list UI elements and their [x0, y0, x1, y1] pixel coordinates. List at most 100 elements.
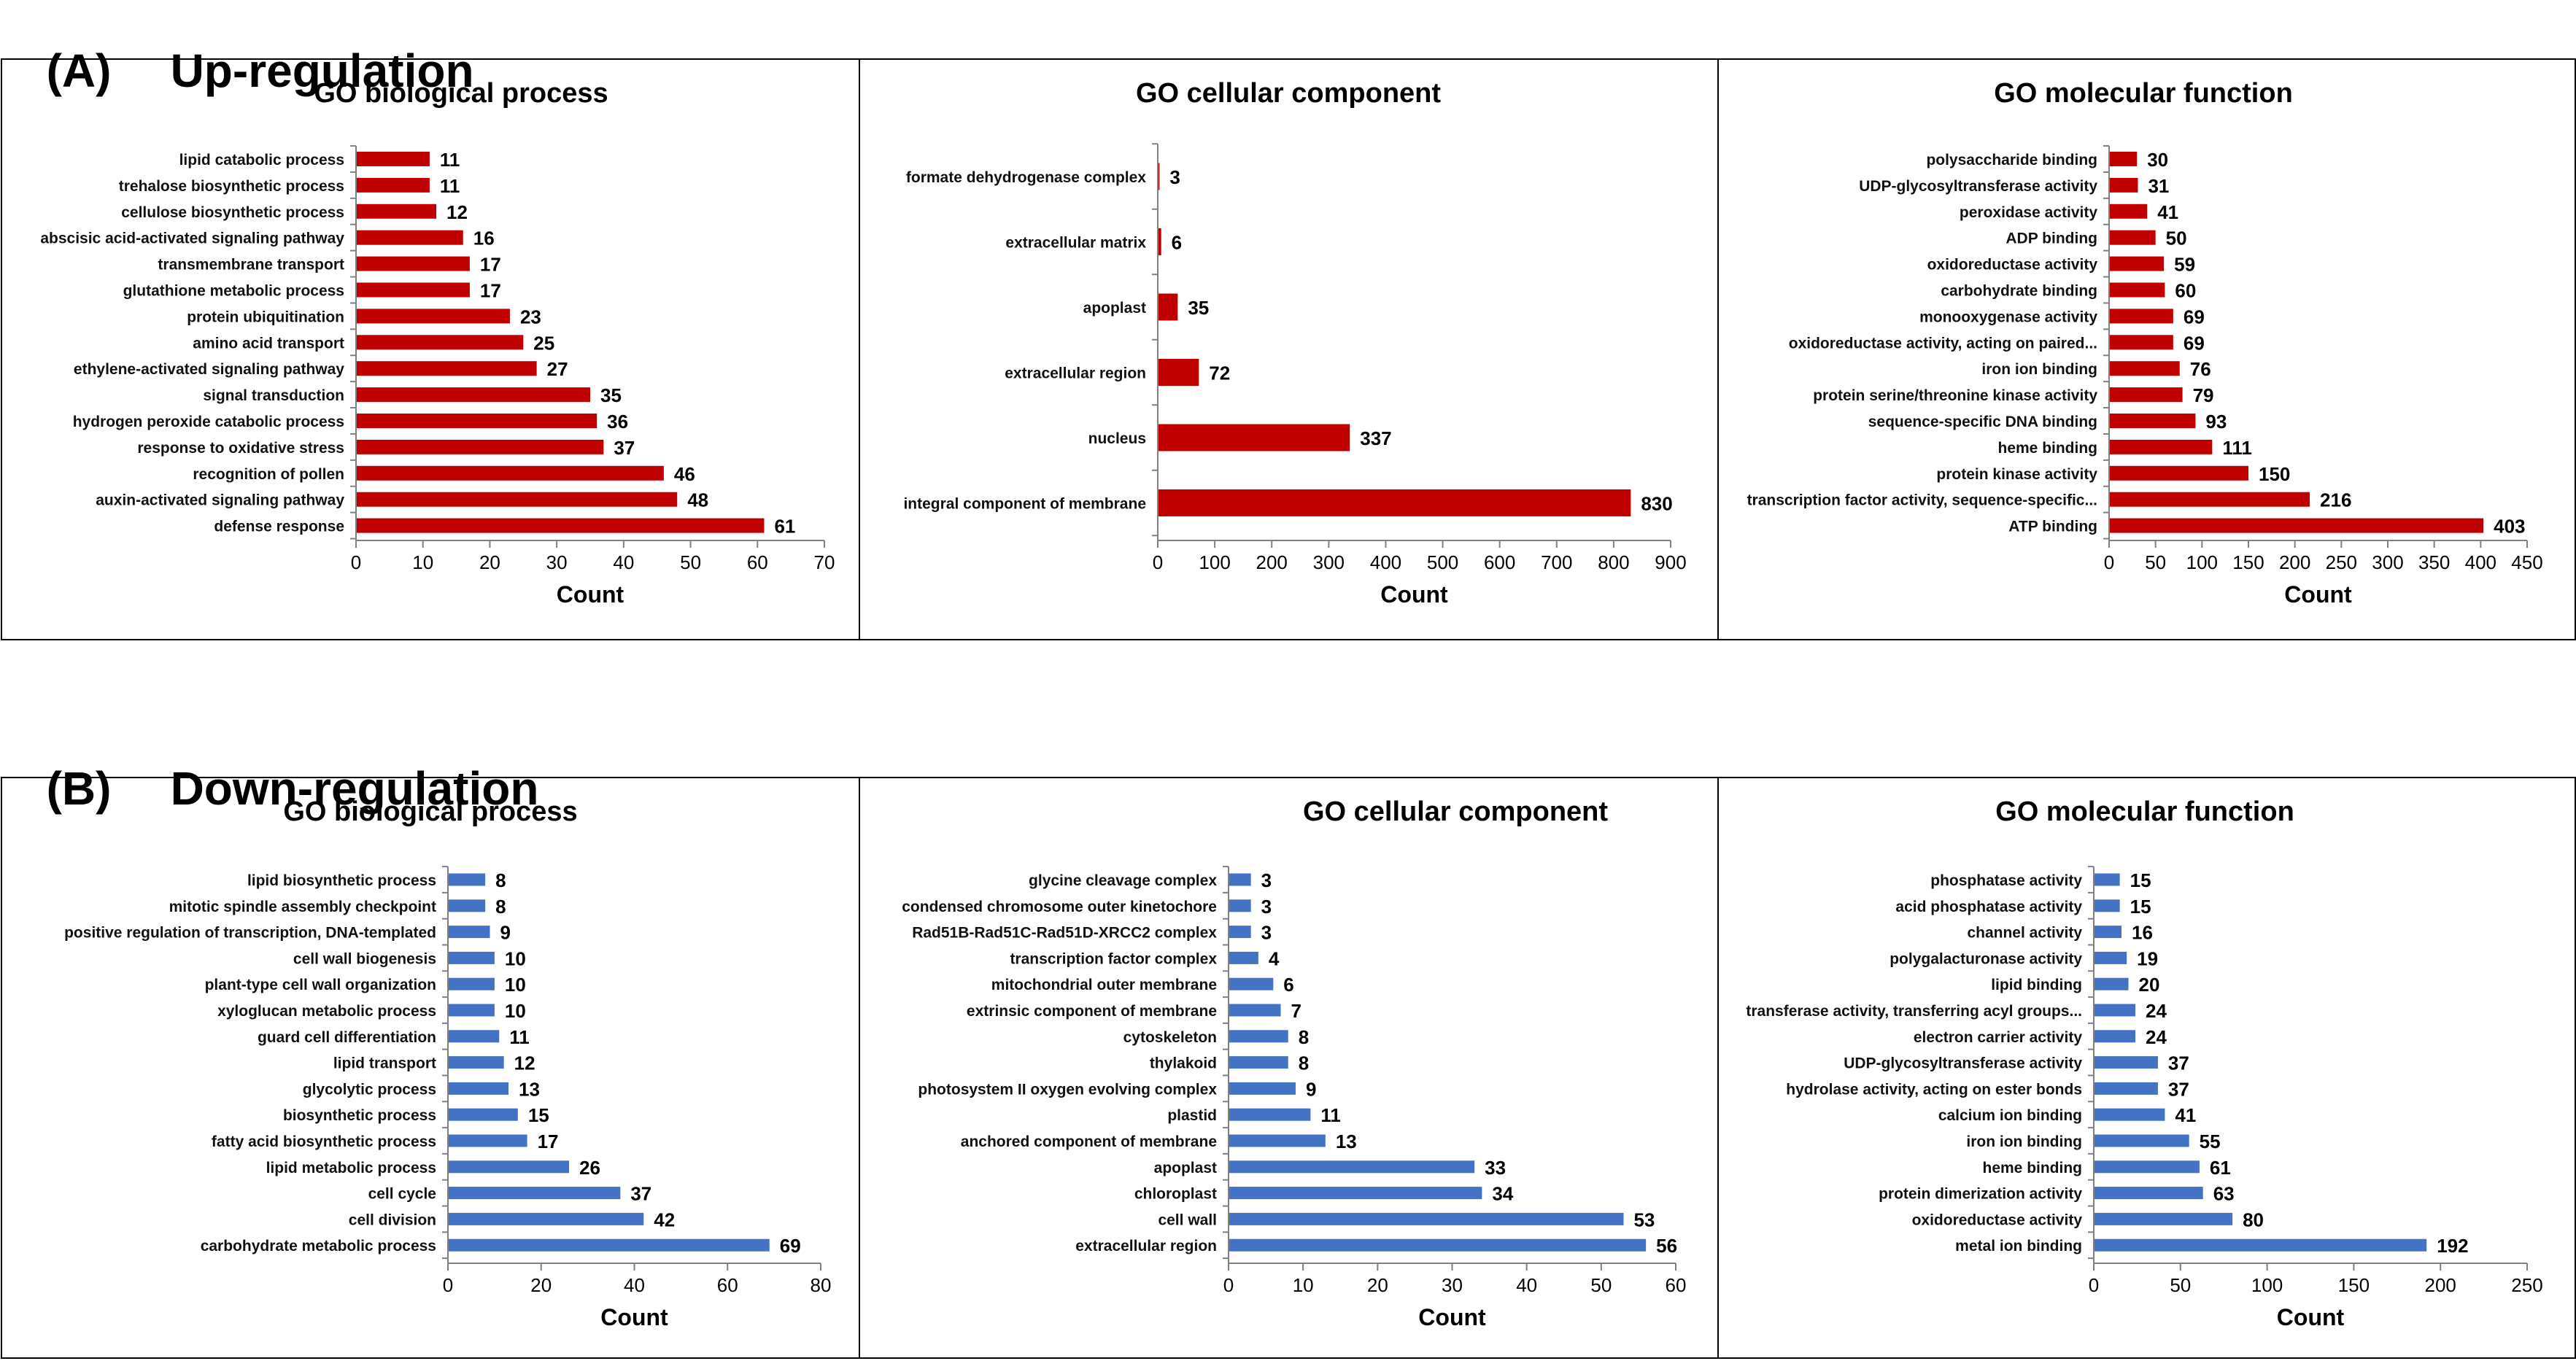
row1-panel2-value-label: 80 [2243, 1209, 2264, 1230]
row0-panel2-category-label: carbohydrate binding [1941, 283, 2097, 300]
row0-panel0-bar-hydrogen-peroxide-catabolic-process [356, 414, 597, 428]
row1-panel0-value-label: 26 [579, 1157, 600, 1179]
row0-panel0-category-label: trehalose biosynthetic process [119, 178, 344, 195]
row1-panel0-value-label: 8 [495, 869, 506, 891]
row0-panel2-category-label: iron ion binding [1981, 361, 2097, 378]
row1-panel0-value-label: 10 [505, 1000, 526, 1022]
row1-panel2-bar-udp-glycosyltransferase-activity [2094, 1056, 2158, 1069]
row0-panel2-bar-adp-binding [2109, 230, 2156, 245]
row1-panel0-category-label: cell cycle [368, 1186, 436, 1203]
row0-panel2-value-label: 50 [2166, 228, 2187, 249]
row0-panel0-value-label: 61 [774, 516, 795, 538]
row1-panel2-category-label: lipid binding [1991, 977, 2082, 993]
row1-panel2-category-label: calcium ion binding [1938, 1107, 2082, 1124]
section-b-label: (B) [46, 762, 112, 815]
row0-panel1-bar-apoplast [1158, 293, 1178, 321]
row1-panel0-bar-cell-division [448, 1212, 644, 1225]
row1-panel2-bar-iron-ion-binding [2094, 1134, 2189, 1147]
row0-panel1-bar-extracellular-matrix [1158, 228, 1161, 255]
row1-panel0-bar-glycolytic-process [448, 1082, 509, 1095]
row0-panel0-value-label: 23 [520, 306, 541, 327]
row1-panel0-category-label: biosynthetic process [283, 1107, 436, 1124]
row1-panel0-category-label: guard cell differentiation [258, 1029, 436, 1046]
row1-panel0-bar-cell-wall-biogenesis [448, 951, 495, 964]
row1-panel1-category-label: extrinsic component of membrane [967, 1003, 1217, 1020]
row1-panel1-value-label: 53 [1633, 1209, 1655, 1230]
row1-panel0-value-label: 12 [514, 1052, 535, 1074]
row1-panel1-value-label: 13 [1336, 1131, 1357, 1152]
row1-panel0-bar-biosynthetic-process [448, 1108, 518, 1121]
row0-panel1-category-label: formate dehydrogenase complex [906, 169, 1146, 186]
row0-panel2-x-axis-label: Count [2284, 581, 2352, 608]
row1-panel1-category-label: cytoskeleton [1123, 1029, 1217, 1046]
row1-panel1-value-label: 7 [1291, 1000, 1301, 1022]
row0-panel2-x-tick-label: 50 [2145, 551, 2166, 573]
row1-panel2-value-label: 24 [2146, 1026, 2167, 1048]
row1-panel0-value-label: 69 [780, 1235, 801, 1257]
section-a-heading: Up-regulation [170, 44, 474, 97]
row1-panel0-category-label: xyloglucan metabolic process [217, 1003, 436, 1020]
row0-panel2-value-label: 31 [2148, 175, 2169, 197]
row1-panel0-bar-cell-cycle [448, 1187, 621, 1200]
row0-panel2-go-molecular-function: GO molecular function polysaccharide bind… [1717, 58, 2576, 640]
row0-panel0-category-label: ethylene-activated signaling pathway [74, 361, 344, 378]
row0-panel0-category-label: transmembrane transport [158, 257, 344, 274]
row1-panel1-x-tick-label: 20 [1367, 1274, 1388, 1296]
row1-panel0-go-biological-process: GO biological process lipid biosynthetic … [1, 777, 860, 1359]
row0-panel2-bar-oxidoreductase-activity [2109, 256, 2165, 271]
row1-panel2-value-label: 61 [2210, 1157, 2231, 1179]
section-b-title: (B) Down-regulation [20, 707, 539, 815]
row0-panel2-category-label: transcription factor activity, sequence-… [1747, 492, 2097, 509]
down-regulation-row: GO biological process lipid biosynthetic … [0, 777, 2576, 1360]
row0-panel0-x-tick-label: 0 [351, 551, 361, 573]
row1-panel1-bar-transcription-factor-complex [1229, 951, 1258, 964]
row0-panel0-category-label: abscisic acid-activated signaling pathwa… [40, 230, 344, 247]
row1-panel1-bar-extrinsic-component-of-membrane [1229, 1004, 1281, 1017]
section-a-title: (A) Up-regulation [20, 0, 474, 98]
row1-panel1-category-label: glycine cleavage complex [1029, 872, 1217, 889]
row1-panel1-value-label: 4 [1269, 947, 1280, 969]
row0-panel2-value-label: 59 [2174, 254, 2195, 276]
row1-panel2-bar-transferase-activity-transferring-acyl-groups [2094, 1004, 2136, 1017]
row0-panel1-bar-extracellular-region [1158, 359, 1199, 386]
row1-panel0-category-label: mitotic spindle assembly checkpoint [169, 899, 436, 915]
row1-panel0-category-label: plant-type cell wall organization [205, 977, 436, 993]
row0-panel1-bar-integral-component-of-membrane [1158, 489, 1631, 516]
row1-panel2-frame [1717, 777, 2576, 1359]
up-regulation-row: GO biological process lipid catabolic pro… [0, 58, 2576, 642]
row0-panel2-bar-atp-binding [2109, 518, 2484, 533]
row0-panel0-go-biological-process: GO biological process lipid catabolic pro… [1, 58, 860, 640]
row1-panel2-x-tick-label: 100 [2251, 1274, 2283, 1296]
row1-panel0-category-label: fatty acid biosynthetic process [212, 1133, 436, 1150]
row0-panel1-value-label: 72 [1209, 362, 1230, 384]
row0-panel1-value-label: 6 [1172, 232, 1182, 254]
row0-panel2-value-label: 30 [2147, 149, 2168, 171]
row0-panel2-value-label: 76 [2190, 358, 2211, 380]
row0-panel2-bar-peroxidase-activity [2109, 203, 2148, 219]
row0-panel0-bar-auxin-activated-signaling-pathway [356, 492, 678, 507]
row1-panel2-bar-channel-activity [2094, 926, 2122, 939]
row1-panel0-value-label: 13 [519, 1078, 540, 1100]
row1-panel1-go-cellular-component: GO cellular component glycine cleavage co… [859, 777, 1719, 1359]
row1-panel0-chart-title: GO biological process [283, 796, 577, 827]
row1-panel0-category-label: positive regulation of transcription, DN… [64, 925, 436, 942]
row1-panel0-value-label: 37 [630, 1183, 651, 1205]
row1-panel0-category-label: cell division [349, 1211, 436, 1228]
row1-panel0-value-label: 8 [495, 896, 506, 918]
row0-panel1-frame [859, 58, 1719, 640]
row1-panel1-value-label: 56 [1656, 1235, 1677, 1257]
row1-panel2-value-label: 55 [2200, 1131, 2221, 1152]
row0-panel0-value-label: 27 [547, 358, 568, 380]
row1-panel1-bar-rad51b-rad51c-rad51d-xrcc2-complex [1229, 926, 1251, 939]
row1-panel0-value-label: 10 [505, 947, 526, 969]
row0-panel0-value-label: 46 [674, 463, 695, 485]
row1-panel1-value-label: 6 [1283, 974, 1293, 996]
row1-panel2-category-label: electron carrier activity [1914, 1029, 2082, 1046]
row0-panel1-go-cellular-component: GO cellular component formate dehydrogena… [859, 58, 1719, 640]
row1-panel0-category-label: cell wall biogenesis [293, 950, 436, 967]
row0-panel2-category-label: oxidoreductase activity, acting on paire… [1789, 335, 2097, 352]
row1-panel2-category-label: heme binding [1983, 1160, 2083, 1176]
row1-panel2-value-label: 37 [2168, 1078, 2189, 1100]
row1-panel2-bar-lipid-binding [2094, 977, 2129, 990]
row0-panel2-category-label: oxidoreductase activity [1927, 257, 2098, 274]
